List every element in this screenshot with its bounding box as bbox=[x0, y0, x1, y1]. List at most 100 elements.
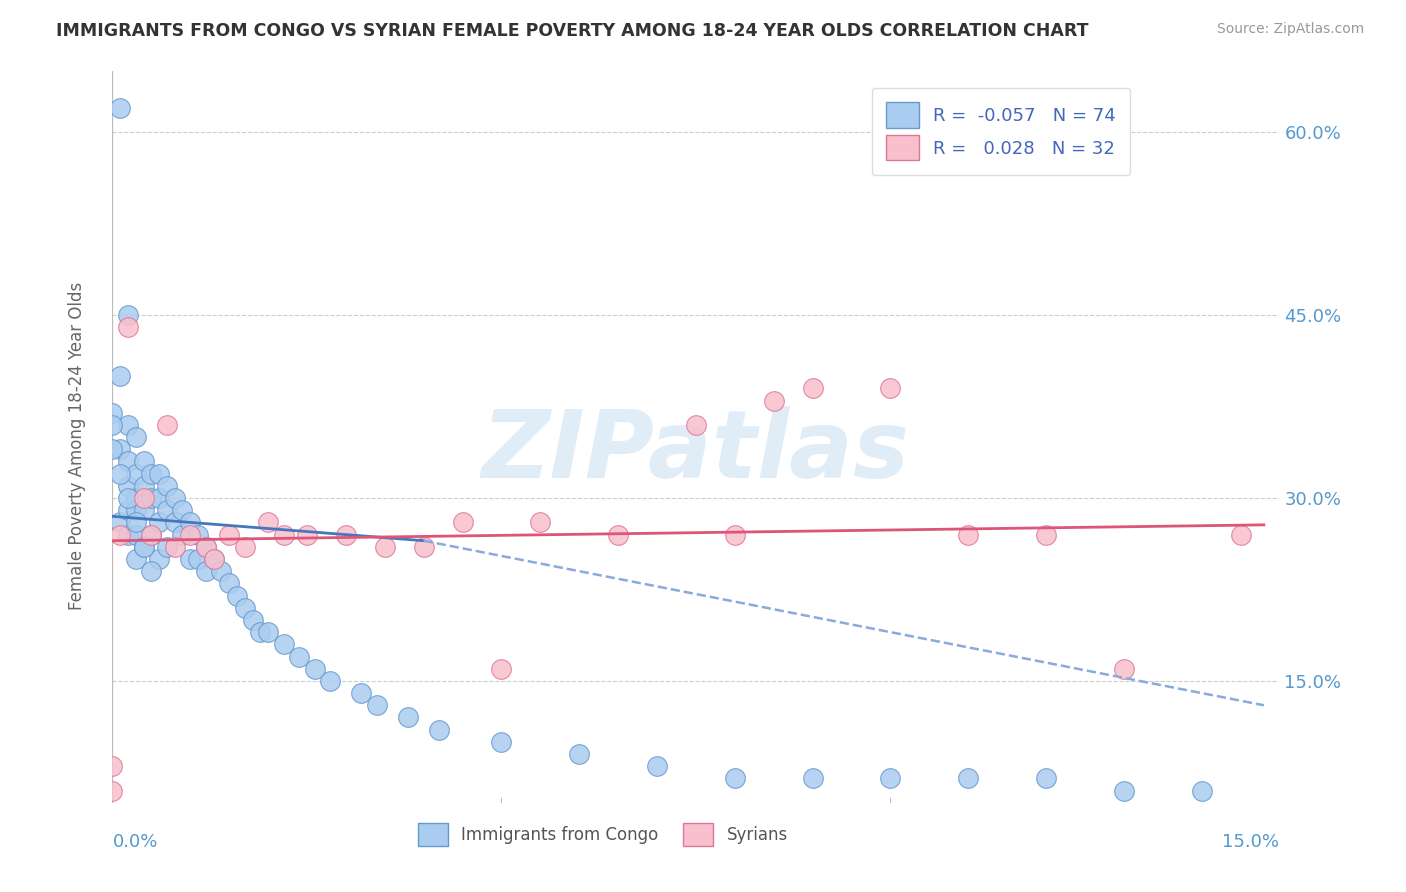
Point bbox=[187, 527, 209, 541]
Point bbox=[156, 540, 179, 554]
Point bbox=[218, 527, 240, 541]
Text: ZIPatlas: ZIPatlas bbox=[482, 406, 910, 498]
Point bbox=[202, 552, 225, 566]
Point bbox=[1112, 662, 1135, 676]
Point bbox=[273, 527, 295, 541]
Point bbox=[335, 527, 357, 541]
Point bbox=[295, 527, 318, 541]
Point bbox=[148, 467, 170, 481]
Point bbox=[117, 308, 139, 322]
Point bbox=[801, 381, 824, 395]
Point bbox=[148, 516, 170, 530]
Point bbox=[801, 772, 824, 786]
Point bbox=[194, 540, 217, 554]
Text: 0.0%: 0.0% bbox=[112, 833, 157, 851]
Point bbox=[163, 540, 186, 554]
Point bbox=[412, 540, 434, 554]
Point bbox=[529, 516, 551, 530]
Point bbox=[117, 491, 139, 505]
Point bbox=[1229, 527, 1251, 541]
Point bbox=[125, 527, 148, 541]
Point bbox=[957, 527, 980, 541]
Point bbox=[568, 747, 591, 761]
Text: Female Poverty Among 18-24 Year Olds: Female Poverty Among 18-24 Year Olds bbox=[69, 282, 86, 610]
Point bbox=[427, 723, 450, 737]
Point bbox=[110, 369, 132, 384]
Point bbox=[645, 759, 668, 773]
Point bbox=[491, 662, 513, 676]
Point bbox=[194, 540, 217, 554]
Point bbox=[163, 516, 186, 530]
Point bbox=[374, 540, 396, 554]
Point bbox=[257, 516, 280, 530]
Point bbox=[125, 491, 148, 505]
Point bbox=[117, 417, 139, 432]
Point bbox=[1191, 783, 1213, 797]
Point bbox=[179, 552, 201, 566]
Point bbox=[132, 479, 155, 493]
Point bbox=[218, 576, 240, 591]
Point bbox=[491, 735, 513, 749]
Point bbox=[724, 772, 747, 786]
Point bbox=[396, 710, 419, 724]
Point bbox=[101, 406, 124, 420]
Text: IMMIGRANTS FROM CONGO VS SYRIAN FEMALE POVERTY AMONG 18-24 YEAR OLDS CORRELATION: IMMIGRANTS FROM CONGO VS SYRIAN FEMALE P… bbox=[56, 22, 1088, 40]
Point bbox=[110, 527, 132, 541]
Point bbox=[957, 772, 980, 786]
Point bbox=[172, 503, 194, 517]
Point bbox=[141, 527, 163, 541]
Point bbox=[724, 527, 747, 541]
Point bbox=[125, 503, 148, 517]
Point bbox=[110, 516, 132, 530]
Point bbox=[685, 417, 707, 432]
Point bbox=[156, 479, 179, 493]
Text: Source: ZipAtlas.com: Source: ZipAtlas.com bbox=[1216, 22, 1364, 37]
Point bbox=[117, 503, 139, 517]
Point bbox=[319, 673, 342, 688]
Point bbox=[156, 503, 179, 517]
Point bbox=[132, 540, 155, 554]
Point bbox=[117, 320, 139, 334]
Point bbox=[879, 772, 901, 786]
Point bbox=[273, 637, 295, 651]
Point bbox=[117, 479, 139, 493]
Point bbox=[249, 625, 271, 640]
Point bbox=[179, 516, 201, 530]
Point bbox=[132, 454, 155, 468]
Point bbox=[141, 467, 163, 481]
Point bbox=[125, 516, 148, 530]
Point bbox=[110, 101, 132, 115]
Point bbox=[148, 552, 170, 566]
Point bbox=[101, 759, 124, 773]
Point bbox=[110, 467, 132, 481]
Point bbox=[125, 430, 148, 444]
Point bbox=[101, 442, 124, 457]
Point bbox=[179, 527, 201, 541]
Point bbox=[242, 613, 264, 627]
Point bbox=[141, 527, 163, 541]
Point bbox=[607, 527, 630, 541]
Point bbox=[257, 625, 280, 640]
Point bbox=[132, 503, 155, 517]
Legend: Immigrants from Congo, Syrians: Immigrants from Congo, Syrians bbox=[411, 816, 794, 853]
Point bbox=[148, 491, 170, 505]
Point bbox=[117, 527, 139, 541]
Point bbox=[172, 527, 194, 541]
Point bbox=[451, 516, 474, 530]
Point bbox=[202, 552, 225, 566]
Point bbox=[879, 381, 901, 395]
Point bbox=[117, 454, 139, 468]
Point bbox=[110, 442, 132, 457]
Point bbox=[101, 417, 124, 432]
Point bbox=[1112, 783, 1135, 797]
Point bbox=[762, 393, 785, 408]
Point bbox=[141, 491, 163, 505]
Point bbox=[288, 649, 311, 664]
Point bbox=[194, 564, 217, 578]
Point bbox=[132, 540, 155, 554]
Point bbox=[187, 552, 209, 566]
Point bbox=[366, 698, 388, 713]
Point bbox=[226, 589, 249, 603]
Point bbox=[350, 686, 373, 700]
Point bbox=[209, 564, 232, 578]
